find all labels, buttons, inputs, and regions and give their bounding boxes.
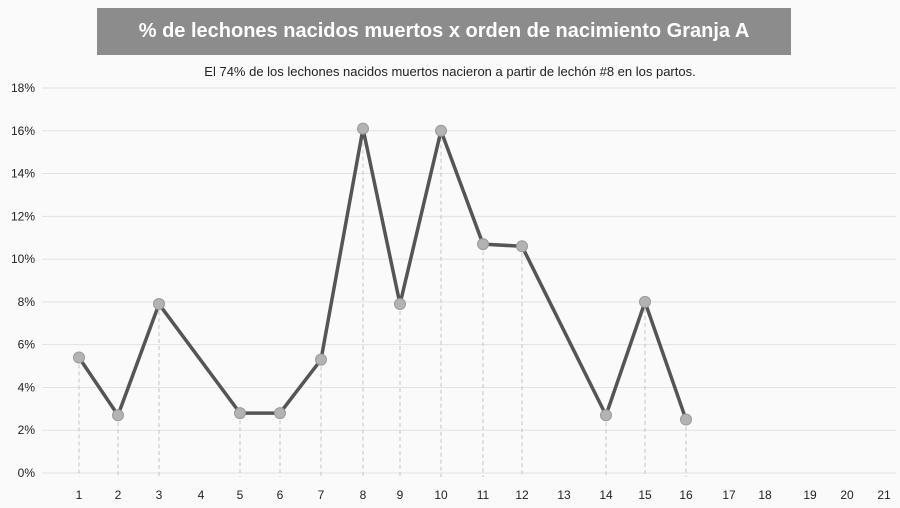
x-tick-label: 10: [434, 488, 448, 502]
x-tick-label: 11: [477, 488, 490, 502]
x-tick-label: 4: [198, 488, 205, 502]
chart-title-box: % de lechones nacidos muertos x orden de…: [97, 8, 791, 55]
x-tick-label: 15: [638, 488, 652, 502]
x-tick-label: 21: [877, 488, 891, 502]
y-tick-label: 0%: [18, 466, 36, 480]
x-tick-label: 12: [515, 488, 529, 502]
data-point: [112, 409, 124, 422]
x-tick-label: 18: [758, 488, 772, 502]
y-tick-label: 12%: [11, 209, 35, 223]
x-tick-label: 9: [397, 488, 404, 502]
data-point: [234, 407, 246, 420]
x-tick-label: 19: [803, 488, 817, 502]
data-point: [516, 240, 528, 253]
series-line: [77, 126, 688, 422]
x-tick-label: 20: [840, 488, 854, 502]
data-point: [274, 407, 286, 420]
y-tick-label: 16%: [11, 124, 35, 138]
series-markers: [73, 122, 692, 426]
data-point: [153, 298, 165, 311]
x-tick-label: 3: [156, 488, 163, 502]
data-point: [600, 409, 612, 422]
y-tick-label: 10%: [11, 252, 35, 266]
y-tick-label: 2%: [18, 423, 36, 437]
y-axis-ticks: 0% 2% 4% 6% 8% 10% 12% 14% 16% 18%: [11, 81, 35, 480]
x-tick-label: 2: [115, 488, 122, 502]
x-tick-label: 16: [679, 488, 693, 502]
x-axis-ticks: 1 2 3 4 5 6 7 8 9 10 11 12 13 14 15 16 17 18 19 20 21: [76, 488, 891, 502]
data-point: [73, 351, 85, 364]
x-tick-label: 7: [318, 488, 325, 502]
x-tick-label: 5: [237, 488, 244, 502]
x-tick-label: 14: [599, 488, 613, 502]
y-tick-label: 4%: [18, 380, 36, 394]
x-tick-label: 13: [557, 488, 571, 502]
y-tick-label: 6%: [18, 338, 36, 352]
y-tick-label: 14%: [11, 167, 35, 181]
grid-lines: [42, 87, 896, 474]
data-point: [357, 122, 369, 135]
y-tick-label: 8%: [18, 295, 36, 309]
chart-title: % de lechones nacidos muertos x orden de…: [138, 20, 750, 42]
drop-lines: [78, 128, 687, 477]
data-point: [477, 238, 489, 251]
x-tick-label: 1: [76, 488, 83, 502]
x-tick-label: 6: [277, 488, 284, 502]
y-tick-label: 18%: [11, 81, 35, 95]
data-point: [435, 124, 447, 137]
x-tick-label: 8: [360, 488, 367, 502]
x-tick-label: 17: [722, 488, 736, 502]
data-point: [394, 298, 406, 311]
data-point: [639, 295, 651, 308]
data-point: [680, 413, 692, 426]
data-point: [315, 353, 327, 366]
chart-subtitle: El 74% de los lechones nacidos muertos n…: [204, 64, 696, 79]
